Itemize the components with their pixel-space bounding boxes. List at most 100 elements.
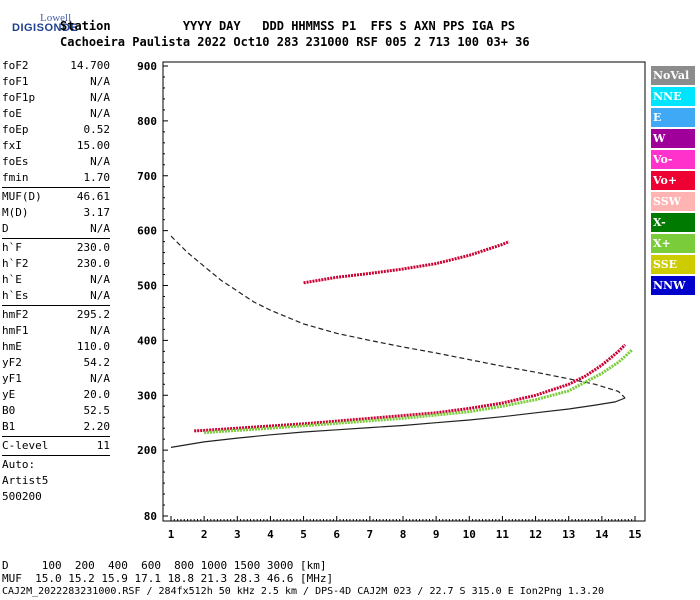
param-value: 2.20 <box>83 420 111 433</box>
param-value: N/A <box>90 91 110 104</box>
x-tick-label: 14 <box>595 528 609 541</box>
param-row: MUF(D) 46.61 <box>2 189 110 205</box>
x-tick-label: 13 <box>562 528 575 541</box>
legend-item: W <box>651 129 695 148</box>
param-separator <box>2 455 110 456</box>
param-value: N/A <box>90 372 110 385</box>
param-name: foEs <box>2 155 29 168</box>
param-value: 110.0 <box>76 340 110 353</box>
legend-item: X- <box>651 213 695 232</box>
autoscale-info: Artist5 <box>2 474 49 487</box>
param-value: N/A <box>90 107 110 120</box>
param-row: h`F2 230.0 <box>2 256 110 272</box>
legend-item: SSE <box>651 255 695 274</box>
param-value: 46.61 <box>76 190 110 203</box>
y-tick-label: 200 <box>137 444 157 457</box>
param-row: yE 20.0 <box>2 387 110 403</box>
x-tick-label: 5 <box>300 528 307 541</box>
echo-trace <box>204 349 633 435</box>
param-name: C-level <box>2 439 49 452</box>
x-tick-label: 1 <box>168 528 175 541</box>
footer-muf-row: MUF 15.0 15.2 15.9 17.1 18.8 21.3 28.3 4… <box>2 572 334 585</box>
param-name: h`E <box>2 273 22 286</box>
param-name: h`F2 <box>2 257 29 270</box>
param-value: 1.70 <box>83 171 111 184</box>
param-name: hmF1 <box>2 324 29 337</box>
param-value: 15.00 <box>76 139 110 152</box>
x-tick-label: 3 <box>234 528 241 541</box>
y-tick-label: 700 <box>137 170 157 183</box>
param-row: h`Es N/A <box>2 288 110 304</box>
param-value: 230.0 <box>76 241 110 254</box>
legend-item: E <box>651 108 695 127</box>
x-tick-label: 2 <box>201 528 208 541</box>
footer-file-info: CAJ2M_2022283231000.RSF / 284fx512h 50 k… <box>2 586 605 597</box>
x-tick-label: 6 <box>333 528 340 541</box>
y-tick-label: 500 <box>137 280 157 293</box>
footer-distance-row: D 100 200 400 600 800 1000 1500 3000 [km… <box>2 559 327 572</box>
param-row: foF2 14.700 <box>2 58 110 74</box>
param-row: h`F 230.0 <box>2 240 110 256</box>
parameter-panel: foF2 14.700 foF1 N/A foF1p N/A foE N/A foEp 0.52 f… <box>2 58 110 505</box>
param-row: h`E N/A <box>2 272 110 288</box>
param-name: B0 <box>2 404 16 417</box>
param-name: h`Es <box>2 289 29 302</box>
param-name: B1 <box>2 420 16 433</box>
x-tick-label: 12 <box>529 528 542 541</box>
param-row: foEs N/A <box>2 154 110 170</box>
param-name: hmE <box>2 340 22 353</box>
header-values: Cachoeira Paulista 2022 Oct10 283 231000… <box>60 35 530 49</box>
x-tick-label: 7 <box>367 528 374 541</box>
param-name: MUF(D) <box>2 190 42 203</box>
param-value: N/A <box>90 155 110 168</box>
param-row: foF1 N/A <box>2 74 110 90</box>
param-row: yF2 54.2 <box>2 355 110 371</box>
param-name: h`F <box>2 241 22 254</box>
echo-trace <box>194 343 627 433</box>
legend-item: NoVal <box>651 66 695 85</box>
param-value: N/A <box>90 289 110 302</box>
param-name: foEp <box>2 123 29 136</box>
autoscale-info: 500200 <box>2 490 42 503</box>
plot-frame <box>162 61 646 522</box>
param-value: N/A <box>90 324 110 337</box>
param-row: fxI 15.00 <box>2 138 110 154</box>
x-tick-label: 4 <box>267 528 274 541</box>
param-name: yF2 <box>2 356 22 369</box>
param-row: M(D) 3.17 <box>2 205 110 221</box>
param-row: foF1p N/A <box>2 90 110 106</box>
y-tick-label: 80 <box>144 510 157 523</box>
param-value: 11 <box>96 439 110 452</box>
param-separator <box>2 187 110 188</box>
legend-item: SSW <box>651 192 695 211</box>
param-separator <box>2 238 110 239</box>
param-name: yE <box>2 388 16 401</box>
legend-item: X+ <box>651 234 695 253</box>
param-name: fxI <box>2 139 22 152</box>
param-row: hmE 110.0 <box>2 339 110 355</box>
echo-trace <box>303 240 510 285</box>
y-tick-label: 400 <box>137 334 157 347</box>
x-tick-label: 9 <box>433 528 440 541</box>
x-tick-label: 15 <box>628 528 641 541</box>
param-value: 230.0 <box>76 257 110 270</box>
x-tick-label: 10 <box>463 528 476 541</box>
param-row: B0 52.5 <box>2 403 110 419</box>
legend-item: Vo- <box>651 150 695 169</box>
param-value: 14.700 <box>70 59 110 72</box>
param-row: D N/A <box>2 221 110 237</box>
header-labels: Station YYYY DAY DDD HHMMSS P1 FFS S AXN… <box>60 19 516 33</box>
y-tick-label: 800 <box>137 115 157 128</box>
logo-digisonde: DIGISONDE <box>12 22 79 34</box>
param-separator <box>2 436 110 437</box>
param-name: foE <box>2 107 22 120</box>
param-name: fmin <box>2 171 29 184</box>
param-row: hmF1 N/A <box>2 323 110 339</box>
param-value: 52.5 <box>83 404 111 417</box>
param-value: N/A <box>90 75 110 88</box>
param-value: 3.17 <box>83 206 111 219</box>
param-value: 20.0 <box>83 388 111 401</box>
legend: NoVal NNE E W Vo- Vo+ SSW X- X+ SSE NNW <box>651 66 695 297</box>
param-name: M(D) <box>2 206 29 219</box>
